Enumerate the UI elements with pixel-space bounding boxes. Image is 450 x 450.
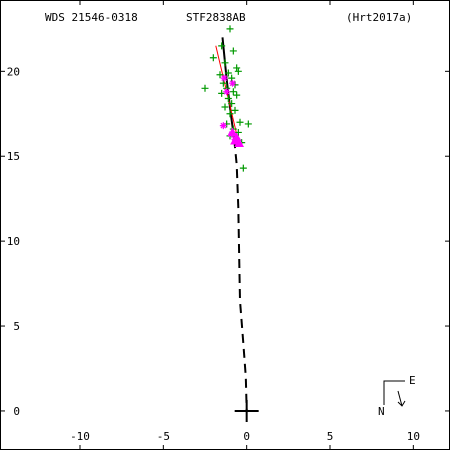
x-tick-label: 10 (407, 430, 420, 443)
observation-plus-marker (226, 110, 234, 118)
observation-plus-marker (234, 67, 242, 75)
observation-plus-marker (228, 74, 236, 82)
observation-plus-marker (201, 84, 209, 92)
y-tick-label: 15 (7, 150, 20, 163)
compass-east-label: E (409, 374, 416, 387)
y-tick-label: 10 (7, 235, 20, 248)
y-tick-label: 5 (13, 320, 20, 333)
x-tick-label: -5 (157, 430, 170, 443)
observation-plus-marker (226, 25, 234, 33)
x-tick-label: 0 (243, 430, 250, 443)
observation-plus-marker (233, 64, 241, 72)
observation-plus-marker (233, 91, 241, 99)
observation-plus-marker (231, 106, 239, 114)
observation-plus-marker (234, 128, 242, 136)
observation-plus-marker (229, 88, 237, 96)
observation-plus-marker (228, 100, 236, 108)
observation-plus-marker (236, 118, 244, 126)
y-tick-label: 0 (13, 405, 20, 418)
reference-label: (Hrt2017a) (346, 11, 412, 24)
primary-star-marker (234, 399, 259, 422)
wds-label: WDS 21546-0318 (45, 11, 138, 24)
primary-cross-icon (234, 399, 259, 422)
observation-plus-marker (244, 120, 252, 128)
observation-plus-marker (221, 103, 229, 111)
observation-plus-marker (219, 79, 227, 87)
compass-north-label: N (378, 405, 385, 418)
observation-plus-marker (216, 71, 224, 79)
interferometric-asterisk-marker (223, 88, 231, 96)
interferometric-asterisk-marker (220, 74, 228, 82)
tick-labels: -10 -5 0 5 10 0 5 10 15 20 (7, 65, 420, 443)
observation-plus-marker (239, 164, 247, 172)
observation-plus-marker (218, 89, 226, 97)
observation-plus-marker (221, 59, 229, 67)
compass: E N (378, 374, 416, 418)
compass-axes-icon (383, 380, 405, 405)
observation-plus-marker (209, 54, 217, 62)
interferometric-asterisk-marker (219, 122, 227, 130)
observations-layer (201, 25, 252, 172)
observation-plus-marker (224, 69, 232, 77)
observation-plus-marker (218, 42, 226, 50)
x-tick-label: -10 (70, 430, 90, 443)
y-tick-label: 20 (7, 65, 20, 78)
x-tick-label: 5 (327, 430, 334, 443)
recent-triangle-marker (230, 135, 240, 145)
observation-plus-marker (224, 94, 232, 102)
interferometric-asterisk-marker (229, 79, 236, 87)
motion-direction-arrow-icon (397, 390, 406, 407)
star-name-label: STF2838AB (186, 11, 246, 24)
orbit-dashed-line (233, 139, 248, 411)
recent-triangle-marker (227, 127, 238, 136)
observation-plus-marker (229, 47, 237, 55)
